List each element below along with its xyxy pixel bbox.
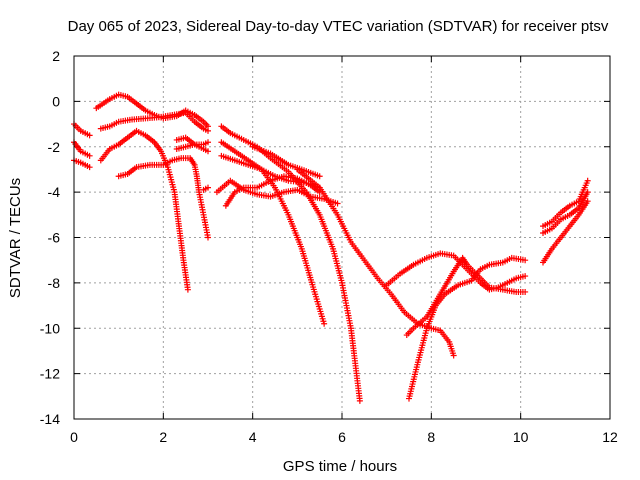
data-point-markers	[97, 109, 211, 134]
data-point-markers	[406, 254, 529, 402]
x-tick-label: 10	[513, 429, 529, 445]
data-point-markers	[540, 177, 591, 230]
y-tick-label: -6	[48, 230, 61, 246]
data-point-markers	[540, 189, 591, 236]
data-series	[115, 155, 211, 241]
data-series	[218, 139, 328, 327]
data-series	[97, 109, 211, 134]
data-point-markers	[540, 198, 591, 266]
x-tick-label: 12	[602, 429, 618, 445]
data-series	[97, 127, 191, 293]
y-tick-label: 2	[52, 48, 60, 64]
x-tick-label: 4	[249, 429, 257, 445]
data-point-markers	[213, 177, 341, 207]
data-series	[406, 254, 529, 402]
data-series	[294, 166, 457, 359]
x-tick-label: 2	[159, 429, 167, 445]
data-series	[173, 134, 211, 155]
y-tick-label: -12	[40, 366, 60, 382]
y-tick-label: -10	[40, 320, 60, 336]
data-series	[213, 177, 341, 207]
data-series	[540, 198, 591, 266]
y-tick-label: 0	[52, 93, 60, 109]
marks-layer	[71, 91, 591, 404]
data-series	[540, 189, 591, 236]
y-axis-label: SDTVAR / TECUs	[7, 178, 24, 298]
y-tick-label: -4	[48, 184, 61, 200]
data-point-markers	[173, 134, 211, 155]
chart-title: Day 065 of 2023, Sidereal Day-to-day VTE…	[68, 18, 609, 35]
x-axis-label: GPS time / hours	[283, 458, 397, 475]
grid-layer	[74, 56, 610, 419]
data-series	[93, 91, 211, 130]
data-point-markers	[294, 166, 457, 359]
data-point-markers	[97, 127, 191, 293]
data-point-markers	[218, 139, 328, 327]
y-tick-label: -2	[48, 139, 61, 155]
x-tick-label: 8	[427, 429, 435, 445]
data-series	[200, 184, 211, 193]
x-tick-label: 0	[70, 429, 78, 445]
plot-frame	[73, 55, 611, 420]
y-tick-label: -8	[48, 275, 61, 291]
data-point-markers	[115, 155, 211, 241]
data-point-markers	[200, 184, 211, 193]
data-series	[540, 177, 591, 230]
x-tick-label: 6	[338, 429, 346, 445]
ticks-layer: 0 2 4 6 8 10 12 2 0 -2 -4 -6 -8 -10 -12 -14	[40, 48, 618, 445]
y-tick-label: -14	[40, 411, 60, 427]
data-point-markers	[93, 91, 211, 130]
